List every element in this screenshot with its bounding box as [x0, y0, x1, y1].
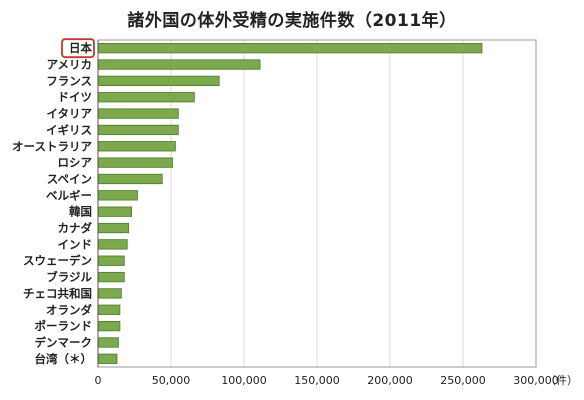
- bar: [98, 353, 118, 364]
- category-label: フランス: [46, 74, 92, 88]
- bar: [98, 255, 125, 266]
- category-label: オーストラリア: [12, 139, 92, 153]
- category-label: 台湾（＊）: [35, 352, 93, 366]
- bar: [98, 75, 220, 87]
- category-label: カナダ: [58, 221, 93, 235]
- bar: [98, 271, 125, 283]
- bar: [98, 288, 122, 299]
- bar: [98, 141, 176, 152]
- x-tick-label: 100,000: [221, 374, 267, 387]
- category-label: インド: [58, 237, 93, 251]
- x-tick-label: 200,000: [367, 374, 413, 387]
- x-tick-label: 150,000: [294, 374, 340, 387]
- bar: [98, 320, 121, 332]
- bar: [98, 157, 173, 168]
- bar: [98, 124, 179, 136]
- category-label: ブラジル: [46, 270, 92, 284]
- bar: [98, 304, 121, 315]
- bar: [98, 43, 483, 54]
- x-tick-label: 50,000: [152, 374, 191, 387]
- category-label: 日本: [69, 41, 92, 55]
- category-label: アメリカ: [47, 58, 92, 72]
- category-label: ベルギー: [46, 188, 92, 202]
- bar: [98, 239, 128, 250]
- highlight-box: [61, 38, 95, 59]
- bar: [98, 190, 138, 201]
- x-tick-label: 300,000: [513, 374, 559, 387]
- category-label: スウェーデン: [23, 254, 92, 268]
- bar: [98, 108, 179, 119]
- x-tick-label: 250,000: [440, 374, 486, 387]
- bar: [98, 59, 261, 70]
- category-label: デンマーク: [35, 335, 93, 349]
- bar: [98, 92, 195, 103]
- category-label: イタリア: [46, 107, 92, 121]
- chart-title: 諸外国の体外受精の実施件数（2011年）: [127, 11, 457, 31]
- bar: [98, 173, 163, 185]
- bar: [98, 222, 130, 234]
- category-label: 韓国: [69, 205, 92, 219]
- category-label: ポーランド: [35, 319, 93, 333]
- category-label: スペイン: [47, 172, 92, 186]
- x-tick-label: 0: [95, 374, 102, 387]
- x-unit-label: （件）: [545, 374, 578, 387]
- category-label: チェコ共和国: [23, 286, 92, 300]
- category-label: ドイツ: [58, 90, 93, 104]
- bar: [98, 337, 119, 348]
- category-label: オランダ: [46, 303, 92, 317]
- bar: [98, 206, 132, 217]
- category-label: ロシア: [58, 156, 93, 170]
- category-label: イギリス: [46, 123, 92, 137]
